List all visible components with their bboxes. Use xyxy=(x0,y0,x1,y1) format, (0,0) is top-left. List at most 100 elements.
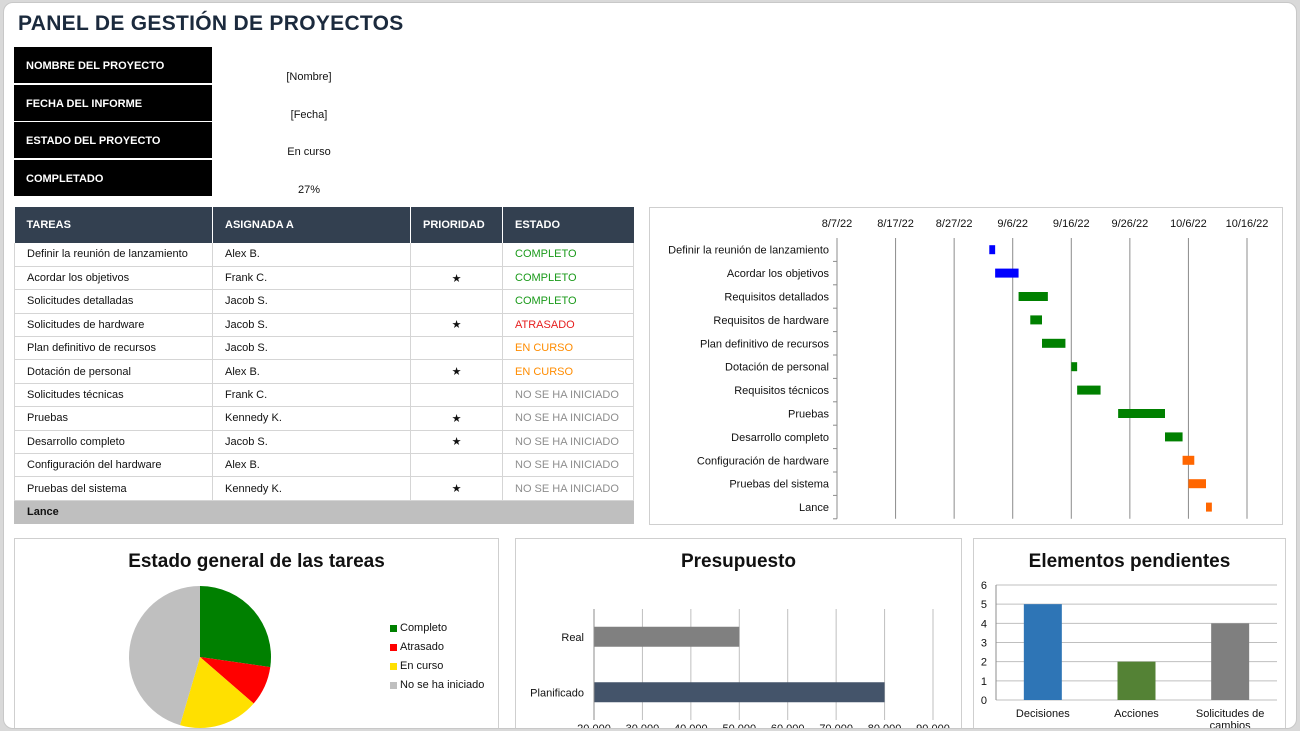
assignee-cell[interactable]: Frank C. xyxy=(212,266,411,291)
pending-y-tick-label: 6 xyxy=(981,580,987,592)
assignee-cell[interactable]: Kennedy K. xyxy=(212,406,411,431)
assignee-cell[interactable]: Alex B. xyxy=(212,453,411,478)
assignee-cell[interactable]: Frank C. xyxy=(212,383,411,408)
task-cell[interactable]: Dotación de personal xyxy=(14,359,213,384)
status-cell[interactable]: NO SE HA INICIADO xyxy=(502,383,634,408)
legend-item: En curso xyxy=(390,660,443,672)
info-label: COMPLETADO xyxy=(14,159,212,196)
task-cell[interactable]: Solicitudes técnicas xyxy=(14,383,213,408)
assignee-cell[interactable]: Alex B. xyxy=(212,359,411,384)
table-row[interactable]: Definir la reunión de lanzamiento Alex B.… xyxy=(14,243,634,267)
table-row[interactable]: Dotación de personal Alex B. ★ EN CURSO xyxy=(14,359,634,384)
table-row[interactable]: Lance xyxy=(14,500,634,525)
budget-x-tick-label: 50,000 xyxy=(722,723,756,729)
legend-swatch xyxy=(390,624,397,632)
task-cell[interactable]: Plan definitivo de recursos xyxy=(14,336,213,361)
assignee-cell[interactable]: Jacob S. xyxy=(212,430,411,455)
table-row[interactable]: Plan definitivo de recursos Jacob S. EN CU… xyxy=(14,336,634,361)
status-cell[interactable]: NO SE HA INICIADO xyxy=(502,430,634,455)
info-value[interactable]: [Fecha] xyxy=(290,108,328,121)
task-cell[interactable]: Lance xyxy=(14,500,213,525)
column-header-priority: PRIORIDAD xyxy=(410,207,503,243)
table-row[interactable]: Solicitudes de hardware Jacob S. ★ ATRASADO xyxy=(14,313,634,338)
legend-swatch xyxy=(390,662,397,670)
priority-star-cell[interactable]: ★ xyxy=(410,476,503,501)
task-cell[interactable]: Pruebas xyxy=(14,406,213,431)
pending-category-label: cambios xyxy=(1210,720,1251,729)
info-label: ESTADO DEL PROYECTO xyxy=(14,122,212,158)
assignee-cell[interactable] xyxy=(212,500,411,525)
task-cell[interactable]: Solicitudes detalladas xyxy=(14,289,213,314)
priority-star-cell[interactable] xyxy=(410,453,503,478)
assignee-cell[interactable]: Kennedy K. xyxy=(212,476,411,501)
status-cell[interactable]: COMPLETO xyxy=(502,266,634,291)
assignee-cell[interactable]: Alex B. xyxy=(212,243,411,267)
priority-star-cell[interactable]: ★ xyxy=(410,359,503,384)
status-cell[interactable]: NO SE HA INICIADO xyxy=(502,453,634,478)
pending-category-label: Acciones xyxy=(1114,708,1159,720)
gantt-task-label: Requisitos de hardware xyxy=(713,315,829,327)
priority-star-cell[interactable] xyxy=(410,289,503,314)
priority-star-cell[interactable] xyxy=(410,336,503,361)
assignee-cell[interactable]: Jacob S. xyxy=(212,313,411,338)
priority-star-cell[interactable] xyxy=(410,383,503,408)
status-cell[interactable]: COMPLETO xyxy=(502,289,634,314)
budget-x-tick-label: 20,000 xyxy=(577,723,611,729)
chart-title: Estado general de las tareas xyxy=(128,551,385,572)
budget-x-tick-label: 60,000 xyxy=(771,723,805,729)
priority-star-cell[interactable]: ★ xyxy=(410,430,503,455)
pending-bar xyxy=(1117,661,1156,700)
priority-star-cell[interactable] xyxy=(410,243,503,267)
budget-category-label: Real xyxy=(561,632,584,644)
table-row[interactable]: Pruebas Kennedy K. ★ NO SE HA INICIADO xyxy=(14,406,634,431)
legend-item: No se ha iniciado xyxy=(390,679,484,691)
table-row[interactable]: Solicitudes detalladas Jacob S. COMPLETO xyxy=(14,289,634,314)
table-row[interactable]: Solicitudes técnicas Frank C. NO SE HA INI… xyxy=(14,383,634,408)
task-cell[interactable]: Configuración del hardware xyxy=(14,453,213,478)
legend-swatch xyxy=(390,681,397,689)
info-value[interactable]: 27% xyxy=(297,183,321,196)
column-header-status: ESTADO xyxy=(502,207,634,243)
task-cell[interactable]: Definir la reunión de lanzamiento xyxy=(14,243,213,267)
task-cell[interactable]: Pruebas del sistema xyxy=(14,476,213,501)
status-cell[interactable]: NO SE HA INICIADO xyxy=(502,476,634,501)
gantt-bar xyxy=(995,268,1019,278)
status-cell[interactable]: ATRASADO xyxy=(502,313,634,338)
legend-label: No se ha iniciado xyxy=(400,679,485,691)
gantt-task-label: Desarrollo completo xyxy=(731,432,829,444)
task-cell[interactable]: Desarrollo completo xyxy=(14,430,213,455)
table-row[interactable]: Desarrollo completo Jacob S. ★ NO SE HA INI… xyxy=(14,430,634,455)
assignee-cell[interactable]: Jacob S. xyxy=(212,336,411,361)
status-cell[interactable]: EN CURSO xyxy=(502,336,634,361)
info-value[interactable]: [Nombre] xyxy=(286,71,332,83)
gantt-task-label: Pruebas del sistema xyxy=(729,479,830,491)
info-value[interactable]: En curso xyxy=(287,146,331,158)
tasks-table: TAREAS ASIGNADA A PRIORIDAD ESTADO Defin… xyxy=(14,207,634,525)
legend-label: Atrasado xyxy=(400,641,445,653)
status-cell[interactable]: EN CURSO xyxy=(502,359,634,384)
priority-star-cell[interactable]: ★ xyxy=(410,313,503,338)
table-row[interactable]: Configuración del hardware Alex B. NO SE H… xyxy=(14,453,634,478)
gantt-task-label: Dotación de personal xyxy=(725,362,829,374)
budget-chart-panel: Presupuesto 20,000 30,000 40,000 50,000 60,0… xyxy=(515,538,962,729)
gantt-bar xyxy=(1030,315,1042,325)
assignee-cell[interactable]: Jacob S. xyxy=(212,289,411,314)
table-row[interactable]: Pruebas del sistema Kennedy K. ★ NO SE HA I… xyxy=(14,476,634,501)
budget-x-tick-label: 80,000 xyxy=(868,723,902,729)
page-title: PANEL DE GESTIÓN DE PROYECTOS xyxy=(18,12,404,35)
status-cell[interactable]: COMPLETO xyxy=(502,243,634,267)
status-cell[interactable] xyxy=(502,500,634,525)
task-cell[interactable]: Solicitudes de hardware xyxy=(14,313,213,338)
gantt-x-tick-label: 8/27/22 xyxy=(936,218,973,230)
priority-star-cell[interactable]: ★ xyxy=(410,406,503,431)
legend-label: En curso xyxy=(400,660,444,672)
pending-y-tick-label: 0 xyxy=(981,695,987,707)
priority-star-cell[interactable]: ★ xyxy=(410,266,503,291)
budget-x-tick-label: 30,000 xyxy=(626,723,660,729)
budget-x-tick-label: 40,000 xyxy=(674,723,708,729)
priority-star-cell[interactable] xyxy=(410,500,503,525)
info-label: NOMBRE DEL PROYECTO xyxy=(14,47,212,83)
task-cell[interactable]: Acordar los objetivos xyxy=(14,266,213,291)
status-cell[interactable]: NO SE HA INICIADO xyxy=(502,406,634,431)
table-row[interactable]: Acordar los objetivos Frank C. ★ COMPLETO xyxy=(14,266,634,291)
